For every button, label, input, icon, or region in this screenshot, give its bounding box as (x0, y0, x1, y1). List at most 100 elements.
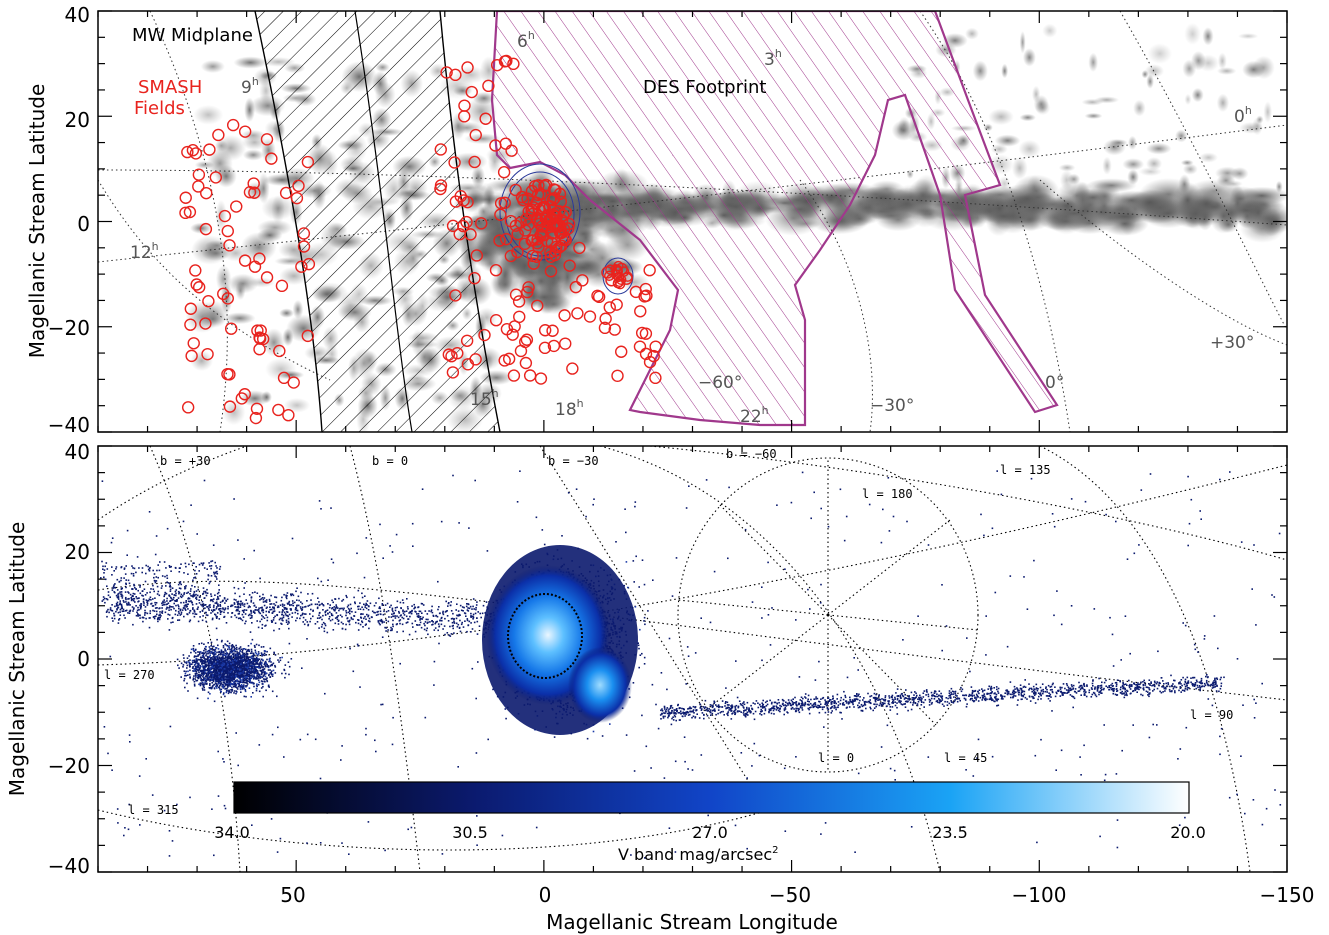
star-point (207, 697, 209, 700)
star-point (200, 562, 203, 565)
star-point (238, 683, 240, 685)
hi-cloud (1058, 163, 1076, 172)
star-point (212, 600, 214, 603)
star-point (402, 617, 405, 620)
star-point (125, 565, 127, 567)
star-point (205, 614, 208, 616)
star-point (215, 685, 217, 688)
star-point (322, 604, 325, 606)
star-point (264, 650, 266, 652)
star-point (213, 653, 216, 655)
star-point (194, 586, 196, 588)
star-point (214, 561, 216, 564)
star-point (444, 633, 446, 636)
star-point (252, 671, 254, 674)
hi-cloud (845, 210, 874, 227)
star-point (317, 597, 319, 599)
star-point (146, 602, 149, 605)
star-point (207, 669, 209, 672)
star-point (223, 657, 226, 660)
smash-field (505, 144, 518, 157)
star-point (221, 678, 224, 680)
hi-cloud (855, 186, 910, 209)
star-point (250, 642, 252, 645)
star-point (452, 627, 454, 630)
star-point (105, 562, 108, 564)
star-point (290, 608, 292, 610)
star-point (239, 685, 242, 687)
star-point (195, 603, 198, 605)
star-point (225, 672, 227, 675)
star-point (255, 669, 257, 672)
star-point (240, 681, 243, 683)
star-point (324, 623, 326, 625)
star-point (391, 607, 394, 610)
smash-field (540, 234, 554, 248)
star-point (148, 626, 151, 629)
star-point (237, 617, 240, 620)
star-point (150, 599, 152, 601)
star-point (232, 649, 235, 652)
star-point (178, 612, 180, 615)
star-point (220, 640, 223, 643)
smash-field (591, 289, 604, 302)
smash-field (290, 191, 304, 205)
star-point (256, 592, 259, 594)
star-point (238, 666, 240, 669)
star-point (211, 666, 213, 669)
star-point (427, 618, 429, 621)
star-point (211, 665, 214, 667)
star-point (203, 666, 205, 668)
star-point (348, 619, 351, 622)
star-point (443, 625, 446, 627)
star-point (228, 653, 231, 655)
star-point (237, 685, 240, 688)
star-point (262, 611, 265, 614)
star-point (183, 677, 186, 680)
star-point (424, 610, 427, 612)
star-point (227, 656, 230, 658)
star-point (161, 585, 163, 587)
star-point (301, 613, 304, 616)
star-point (448, 634, 450, 637)
star-point (210, 599, 212, 601)
star-point (278, 611, 281, 613)
star-point (192, 594, 194, 596)
star-point (239, 676, 242, 679)
star-point (270, 594, 272, 597)
star-point (236, 665, 238, 668)
star-point (257, 651, 260, 653)
star-point (241, 668, 244, 671)
hi-cloud (1146, 74, 1154, 89)
star-point (228, 664, 231, 666)
star-point (193, 659, 196, 662)
star-point (251, 681, 253, 684)
star-point (225, 691, 228, 694)
star-point (262, 646, 265, 648)
star-point (183, 605, 186, 607)
star-point (262, 616, 264, 618)
star-point (285, 594, 287, 597)
star-point (165, 603, 167, 606)
star-point (407, 608, 409, 610)
smash-field (507, 369, 521, 382)
star-point (241, 685, 244, 687)
star-point (166, 574, 168, 577)
star-point (214, 668, 217, 671)
star-point (210, 656, 213, 659)
star-point (240, 664, 242, 667)
star-point (210, 672, 212, 674)
star-point (224, 666, 226, 669)
star-point (209, 606, 211, 608)
star-point (183, 593, 185, 596)
star-point (176, 599, 178, 601)
star-point (334, 598, 336, 600)
star-point (416, 615, 419, 618)
star-point (333, 606, 336, 608)
star-point (260, 673, 263, 676)
star-point (210, 662, 212, 664)
smash-field (610, 298, 623, 311)
smash-field (250, 402, 264, 415)
mw-midplane-edge-left (254, 11, 323, 432)
star-point (257, 683, 260, 686)
